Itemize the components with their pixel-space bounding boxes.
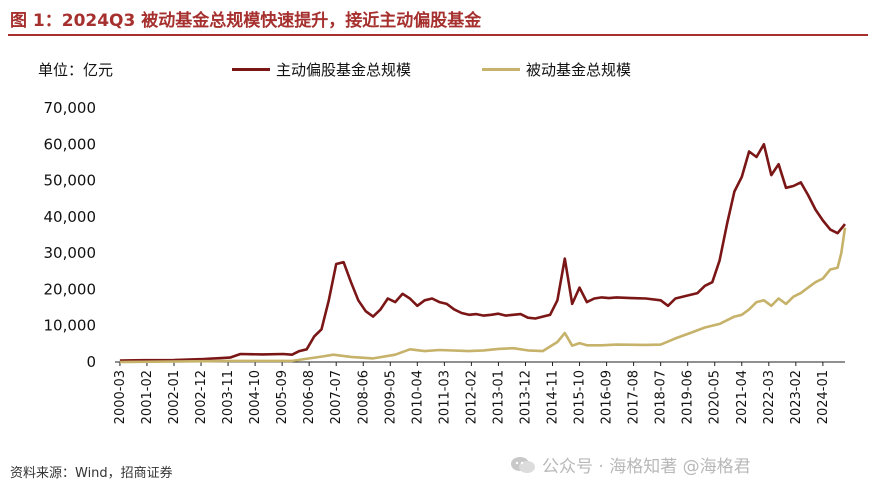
x-tick-label: 2007-07 — [329, 370, 344, 424]
x-tick-label: 2014-11 — [545, 370, 560, 424]
legend-label-passive: 被动基金总规模 — [526, 61, 632, 79]
y-tick-label: 0 — [86, 353, 96, 371]
wechat-icon — [511, 456, 535, 473]
x-tick-label: 2010-04 — [410, 370, 425, 424]
x-tick-label: 2016-09 — [600, 370, 615, 424]
figure-title: 图 1：2024Q3 被动基金总规模快速提升，接近主动偏股基金 — [10, 11, 482, 31]
y-tick-label: 40,000 — [44, 208, 97, 226]
y-tick-label: 30,000 — [44, 244, 97, 262]
title-rule — [8, 34, 868, 36]
x-tick-label: 2001-02 — [140, 370, 155, 424]
unit-label: 单位：亿元 — [38, 61, 114, 79]
series-line-active — [119, 143, 847, 362]
x-tick-label: 2002-01 — [167, 370, 182, 424]
legend-label-active: 主动偏股基金总规模 — [276, 61, 412, 79]
x-tick-label: 2019-06 — [681, 370, 696, 424]
y-tick-label: 10,000 — [44, 317, 97, 335]
x-tick-label: 2005-09 — [275, 370, 290, 424]
x-tick-label: 2003-11 — [221, 370, 236, 424]
legend-item-passive: 被动基金总规模 — [482, 59, 631, 80]
legend-swatch-active — [232, 68, 270, 71]
watermark: 公众号 · 海格知著 @海格君 — [510, 452, 751, 477]
x-tick-label: 2024-01 — [816, 370, 831, 424]
legend-swatch-passive — [482, 68, 520, 71]
x-tick-label: 2017-08 — [627, 370, 642, 424]
legend-item-active: 主动偏股基金总规模 — [232, 59, 411, 80]
x-tick-label: 2020-05 — [708, 370, 723, 424]
source-note: 资料来源：Wind，招商证券 — [10, 466, 173, 481]
x-tick-label: 2018-07 — [654, 370, 669, 424]
y-tick-label: 50,000 — [44, 172, 97, 190]
x-tick-label: 2002-12 — [194, 370, 209, 424]
x-tick-label: 2000-03 — [113, 370, 128, 424]
x-tick-label: 2023-02 — [789, 370, 804, 424]
y-tick-label: 70,000 — [44, 99, 97, 117]
x-tick-label: 2015-10 — [573, 370, 588, 424]
x-tick-label: 2012-02 — [464, 370, 479, 424]
x-tick-label: 2008-06 — [356, 370, 371, 424]
x-tick-label: 2011-03 — [437, 370, 452, 424]
y-tick-label: 60,000 — [44, 135, 97, 153]
x-tick-label: 2021-04 — [735, 370, 750, 424]
series-line-passive — [119, 227, 847, 364]
x-tick-label: 2009-05 — [383, 370, 398, 424]
watermark-text: 公众号 · 海格知著 @海格君 — [542, 457, 751, 477]
x-tick-label: 2006-08 — [302, 370, 317, 424]
x-tick-label: 2004-10 — [248, 370, 263, 424]
y-tick-label: 20,000 — [44, 280, 97, 298]
x-tick-label: 2013-12 — [518, 370, 533, 424]
x-tick-label: 2022-03 — [762, 370, 777, 424]
x-tick-label: 2013-01 — [491, 370, 506, 424]
